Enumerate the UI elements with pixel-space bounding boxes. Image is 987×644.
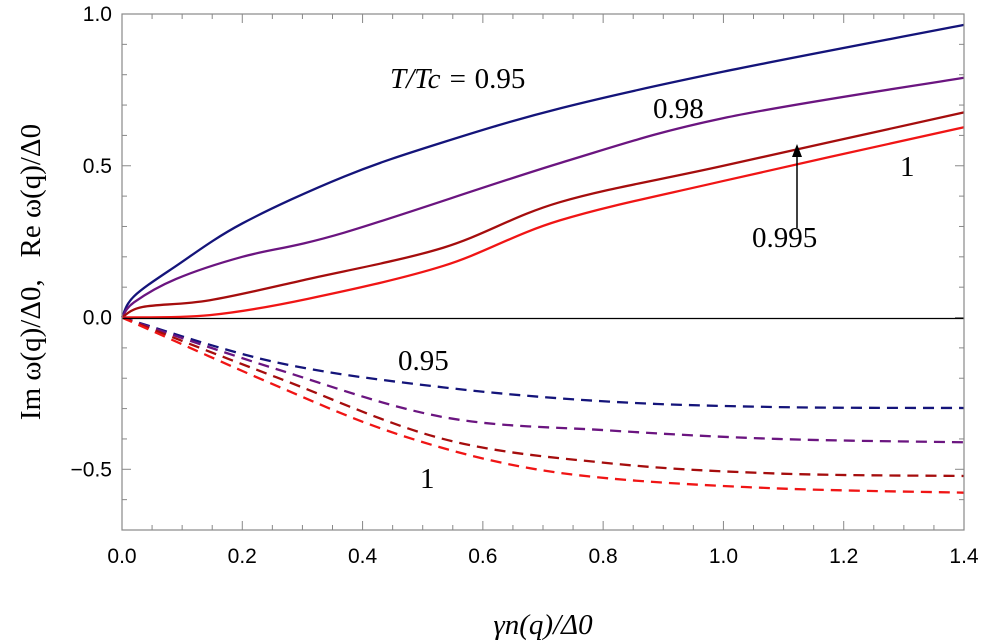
curve-im-0995 xyxy=(121,316,965,478)
x-tick-label: 1.0 xyxy=(709,545,738,568)
y-tick-label: 0.0 xyxy=(83,307,112,330)
curve-im-098 xyxy=(121,316,965,444)
x-tick-label: 0.0 xyxy=(107,545,136,568)
curve-re-098 xyxy=(121,76,965,319)
arrow-head-0995 xyxy=(792,144,802,157)
y-axis-label: Im ω(q)/Δ0, Re ω(q)/Δ0 xyxy=(15,124,47,420)
y-tick-label: 0.5 xyxy=(83,155,112,178)
tick-labels: 0.0 0.2 0.4 0.6 0.8 1.0 1.2 1.4 −0.5 0.0 0.5 1.0 xyxy=(71,3,979,568)
curve-re-0995 xyxy=(121,111,965,319)
label-im-1: 1 xyxy=(420,463,435,495)
label-im-095: 0.95 xyxy=(398,345,449,377)
label-re-0995: 0.995 xyxy=(752,222,817,254)
curve-im-095 xyxy=(121,316,965,410)
label-re-095: T/Tc = 0.95 xyxy=(390,63,525,95)
x-tick-label: 1.2 xyxy=(829,545,858,568)
x-axis-label: γn(q)/Δ0 xyxy=(493,609,593,641)
x-tick-label: 0.2 xyxy=(228,545,257,568)
x-tick-label: 0.8 xyxy=(589,545,618,568)
curve-re-095 xyxy=(120,23,965,319)
x-tick-label: 0.6 xyxy=(468,545,497,568)
label-re-095-value: 0.95 xyxy=(475,63,526,95)
label-re-098: 0.98 xyxy=(653,93,704,125)
y-tick-label: 1.0 xyxy=(83,3,112,26)
y-tick-label: −0.5 xyxy=(71,458,112,481)
curves xyxy=(120,23,965,494)
label-re-095-prefix: T/Tc = xyxy=(390,63,475,95)
plot-frame xyxy=(121,13,965,531)
x-tick-label: 1.4 xyxy=(949,545,979,568)
x-tick-label: 0.4 xyxy=(348,545,378,568)
axis-ticks xyxy=(121,13,965,531)
label-re-1: 1 xyxy=(900,151,915,183)
curve-im-1 xyxy=(121,316,965,494)
curve-re-1 xyxy=(121,126,965,319)
